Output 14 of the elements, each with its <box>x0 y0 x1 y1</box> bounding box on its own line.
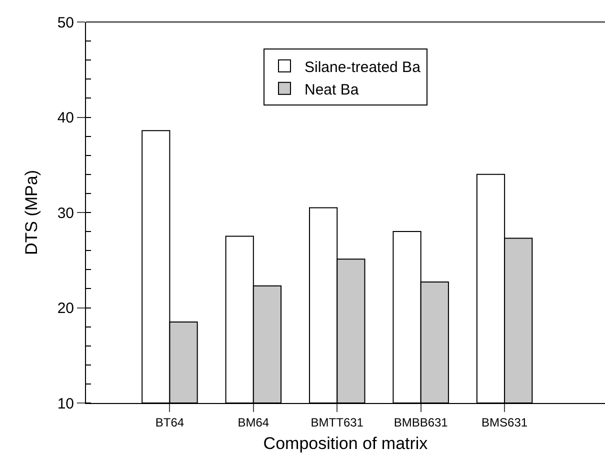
x-tick-label: BMBB631 <box>394 415 448 430</box>
x-tick-label: BMTT631 <box>310 415 364 430</box>
y-tick-label: 50 <box>57 14 74 32</box>
x-tick-label: BM64 <box>238 415 270 430</box>
y-tick-label: 20 <box>57 300 74 317</box>
x-tick-label: BT64 <box>155 415 184 430</box>
y-tick-label: 10 <box>57 395 74 412</box>
legend-label: Silane-treated Ba <box>304 58 422 76</box>
x-tick-label: BMS631 <box>482 415 528 430</box>
y-tick-label: 30 <box>57 204 74 222</box>
y-axis-title: DTS (MPa) <box>22 170 41 255</box>
legend-label: Neat Ba <box>304 81 360 98</box>
y-tick-label: 40 <box>57 110 74 126</box>
x-axis-title: Composition of matrix <box>263 434 428 453</box>
